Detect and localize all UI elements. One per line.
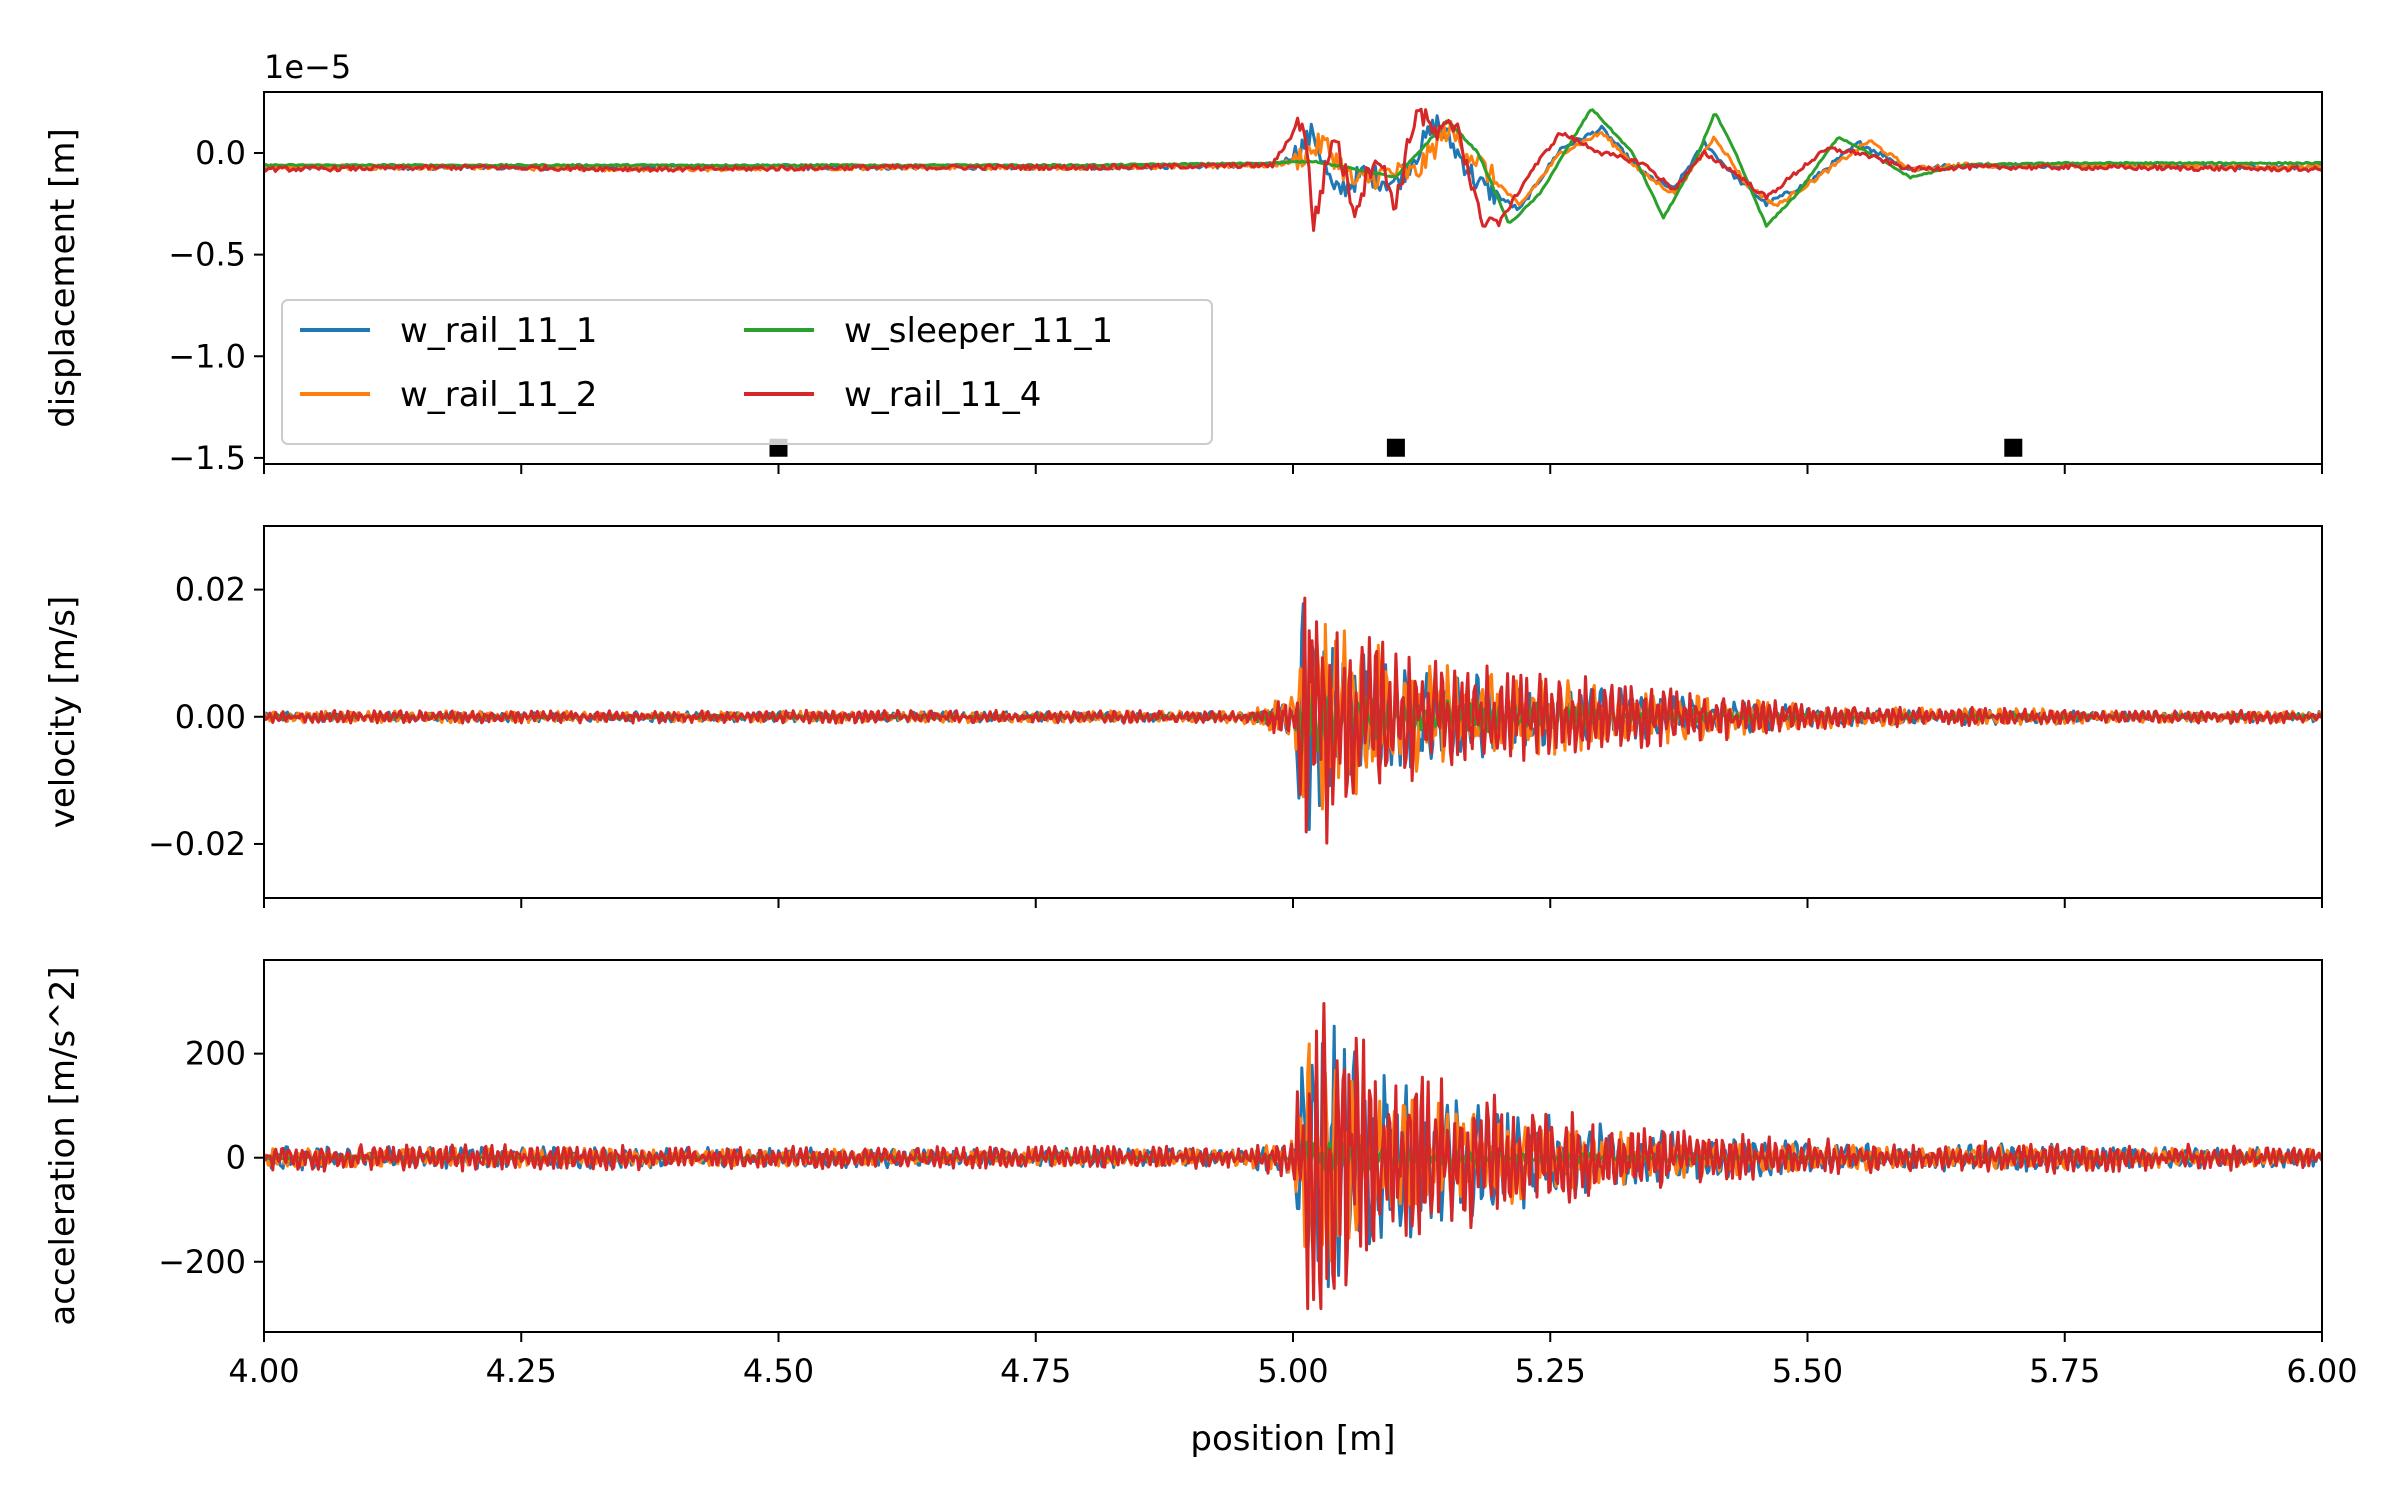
displacement-y-tick-label: −1.5 (168, 439, 246, 477)
x-tick-label: 4.00 (228, 1352, 299, 1390)
x-tick-label: 5.25 (1515, 1352, 1586, 1390)
x-tick-label: 5.75 (2029, 1352, 2100, 1390)
velocity-plot-area (264, 596, 2322, 845)
acceleration-x-ticks: 4.00 4.25 4.50 4.75 5.00 5.25 5.50 5.75 6.00 (228, 1332, 2358, 1390)
displacement-y-ticks: 0.0 −0.5 −1.0 −1.5 (168, 134, 264, 477)
x-tick-label: 5.50 (1772, 1352, 1843, 1390)
velocity-series-w-rail-11-4 (264, 596, 2322, 845)
velocity-y-tick-label: 0.00 (175, 698, 246, 736)
x-tick-label: 4.75 (1000, 1352, 1071, 1390)
velocity-y-axis-label: velocity [m/s] (43, 596, 83, 829)
displacement-offset-text: 1e−5 (264, 48, 351, 86)
x-tick-label: 5.00 (1257, 1352, 1328, 1390)
acceleration-y-axis-label: acceleration [m/s^2] (43, 966, 83, 1325)
acceleration-panel: 200 0 −200 4.00 4.25 4.50 4.75 5.00 5.25 5.50 5.7… (43, 959, 2358, 1390)
acceleration-y-tick-label: −200 (158, 1243, 246, 1281)
velocity-y-tick-label: −0.02 (148, 825, 246, 863)
displacement-y-tick-label: 0.0 (195, 134, 246, 172)
displacement-y-tick-label: −1.0 (168, 337, 246, 375)
legend: w_rail_11_1 w_rail_11_2 w_sleeper_11_1 w… (281, 299, 1213, 445)
velocity-x-ticks (263, 898, 2323, 908)
displacement-y-axis-label: displacement [m] (43, 128, 83, 428)
x-tick-label: 4.50 (743, 1352, 814, 1390)
legend-entry-w-rail-11-4: w_rail_11_4 (844, 375, 1041, 415)
acceleration-series-w-rail-11-4 (264, 1002, 2322, 1311)
legend-entry-w-rail-11-2: w_rail_11_2 (400, 375, 597, 415)
displacement-plot-area (264, 107, 2322, 232)
position-marker (2004, 438, 2023, 457)
position-marker (1386, 438, 1405, 457)
velocity-panel: 0.02 0.00 −0.02 velocity [m/s] (43, 525, 2323, 908)
velocity-y-tick-label: 0.02 (175, 571, 246, 609)
legend-box (281, 299, 1213, 445)
displacement-x-ticks (263, 464, 2323, 474)
acceleration-plot-area (264, 1002, 2322, 1311)
displacement-y-tick-label: −0.5 (168, 236, 246, 274)
x-tick-label: 4.25 (486, 1352, 557, 1390)
displacement-panel: 0.0 −0.5 −1.0 −1.5 displacement [m] 1e−5 w_… (43, 48, 2323, 477)
velocity-y-ticks: 0.02 0.00 −0.02 (148, 571, 264, 863)
acceleration-y-tick-label: 0 (226, 1139, 246, 1177)
acceleration-y-tick-label: 200 (185, 1035, 246, 1073)
acceleration-y-ticks: 200 0 −200 (158, 1035, 264, 1281)
legend-entry-w-sleeper-11-1: w_sleeper_11_1 (844, 311, 1113, 351)
x-tick-label: 6.00 (2286, 1352, 2357, 1390)
displacement-series-w-rail-11-4 (264, 107, 2322, 232)
legend-entry-w-rail-11-1: w_rail_11_1 (400, 311, 597, 351)
x-axis-label: position [m] (1190, 1419, 1395, 1459)
